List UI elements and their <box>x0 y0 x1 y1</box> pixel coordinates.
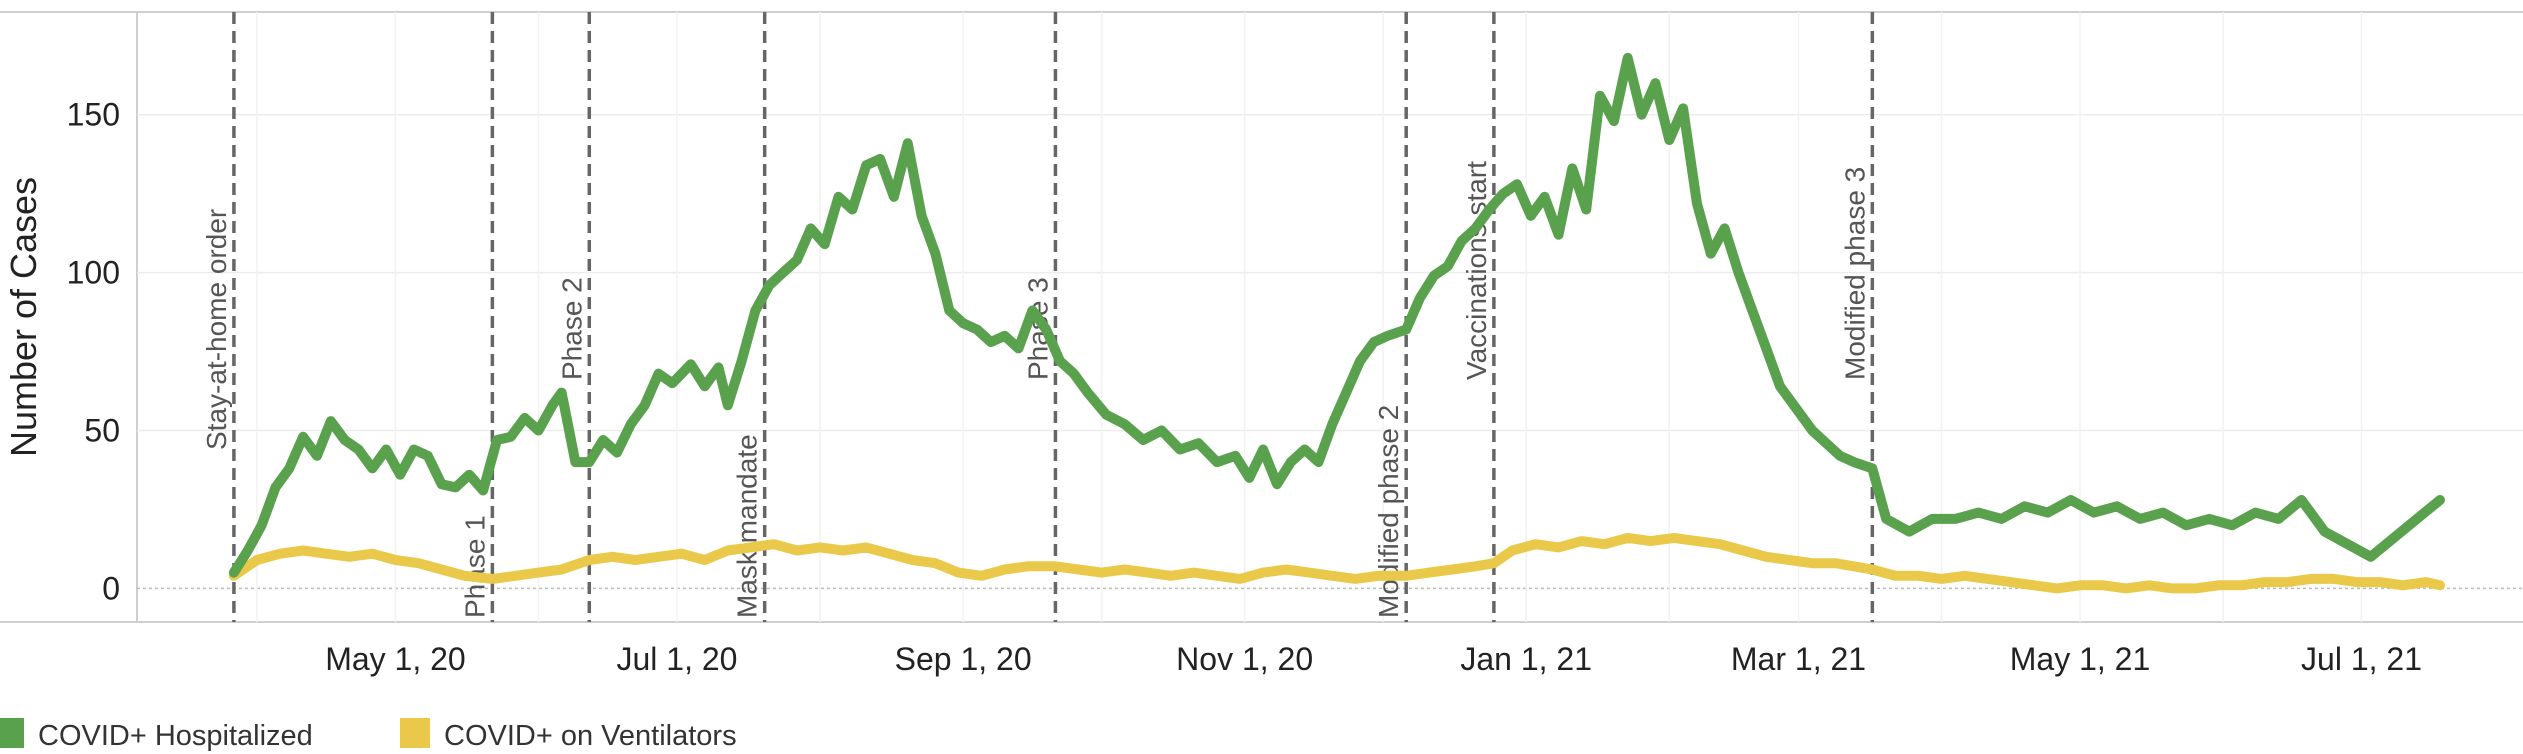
series-lines <box>228 52 2445 594</box>
y-tick-label: 150 <box>67 97 120 133</box>
event-label: Modified phase 2 <box>1373 405 1404 618</box>
x-axis-ticks: May 1, 20 Jul 1, 20 Sep 1, 20 Nov 1, 20 Jan … <box>325 641 2422 677</box>
series-line-covid-on-ventilators <box>228 532 2445 594</box>
event-label: Mask mandate <box>732 434 763 618</box>
x-tick-label: Sep 1, 20 <box>895 641 1032 677</box>
x-tick-label: Jul 1, 21 <box>2301 641 2422 677</box>
x-tick-label: Nov 1, 20 <box>1176 641 1313 677</box>
x-tick-label: Jan 1, 21 <box>1460 641 1592 677</box>
event-label: Phase 1 <box>459 515 490 618</box>
x-tick-label: Mar 1, 21 <box>1731 641 1866 677</box>
series-line-covid-hospitalized <box>228 52 2445 578</box>
legend-label-ventilators: COVID+ on Ventilators <box>444 720 737 752</box>
legend-swatch-ventilators <box>400 718 430 748</box>
y-tick-label: 50 <box>84 413 120 449</box>
y-axis-title: Number of Cases <box>3 177 44 457</box>
event-label: Modified phase 3 <box>1839 167 1870 380</box>
y-axis-ticks: 0 50 100 150 <box>67 97 120 607</box>
legend-label-hospitalized: COVID+ Hospitalized <box>38 720 313 752</box>
event-label: Phase 2 <box>556 277 587 380</box>
event-markers: Stay-at-home order Phase 1 Phase 2 Mask man… <box>201 12 1875 622</box>
event-label: Stay-at-home order <box>201 209 232 450</box>
y-tick-label: 100 <box>67 255 120 291</box>
event-label: Vaccinations start <box>1461 161 1492 380</box>
y-tick-label: 0 <box>102 570 120 606</box>
x-tick-label: May 1, 21 <box>2010 641 2151 677</box>
legend-swatch-hospitalized <box>0 718 24 748</box>
legend: COVID+ Hospitalized COVID+ on Ventilator… <box>0 718 737 752</box>
x-tick-label: May 1, 20 <box>325 641 466 677</box>
x-tick-label: Jul 1, 20 <box>616 641 737 677</box>
